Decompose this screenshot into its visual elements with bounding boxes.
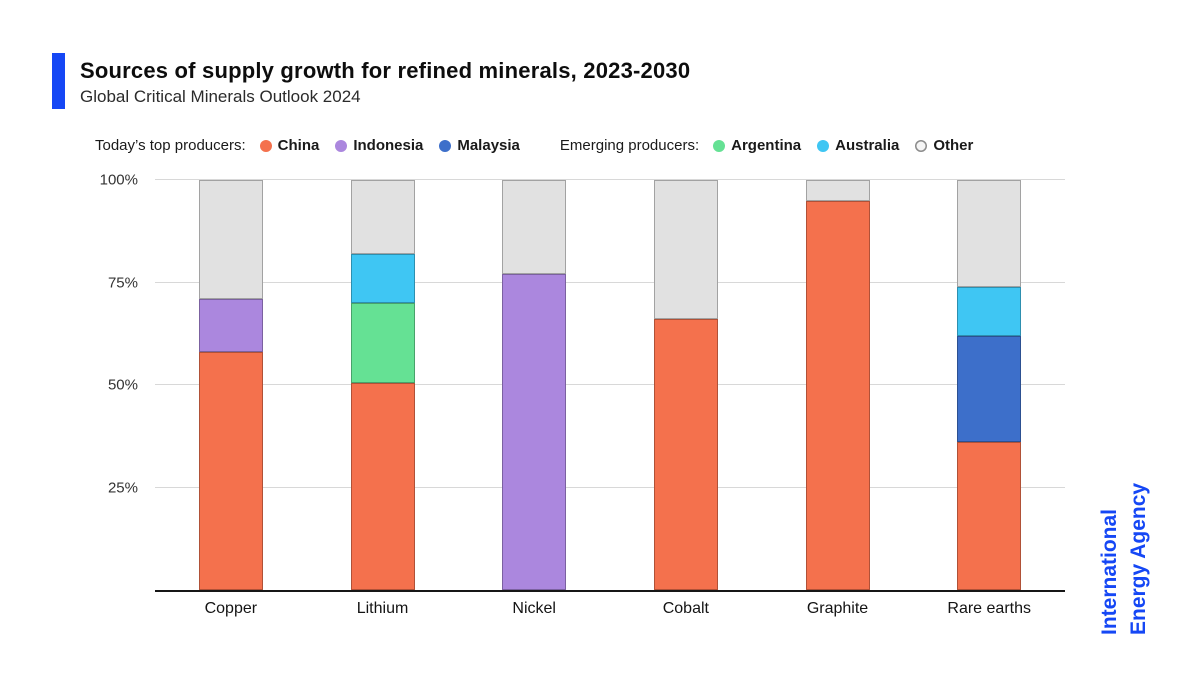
legend-item-australia: Australia <box>817 137 899 154</box>
y-tick-label: 50% <box>107 376 138 394</box>
bar-slot <box>913 180 1065 590</box>
legend-item-argentina: Argentina <box>713 137 801 154</box>
legend-dot <box>915 139 928 152</box>
category-label: Graphite <box>806 600 869 617</box>
legend-item-china: China <box>259 137 320 154</box>
legend-group-label: Today’s top producers: <box>95 137 246 154</box>
legend-label: Malaysia <box>457 137 520 154</box>
bar-graphite <box>805 180 870 590</box>
bar-segment-indonesia <box>502 274 567 590</box>
bar-slot <box>307 180 459 590</box>
bar-slot <box>155 180 307 590</box>
legend-item-indonesia: Indonesia <box>335 137 423 154</box>
y-tick-label: 25% <box>107 479 138 496</box>
legend-dot <box>439 139 452 152</box>
legend-item-malaysia: Malaysia <box>439 137 520 154</box>
bar-cobalt <box>653 180 718 590</box>
gridline <box>155 179 1065 180</box>
legend-label: Indonesia <box>353 137 424 154</box>
bar-segment-australia <box>350 253 415 304</box>
gridline <box>155 281 1065 283</box>
bar-copper <box>198 180 263 590</box>
title-accent-bar <box>52 53 65 109</box>
bar-slot <box>458 180 610 590</box>
bar-segment-china <box>957 442 1022 590</box>
bar-segment-other <box>957 180 1022 287</box>
bar-lithium <box>350 180 415 590</box>
bar-slot <box>762 180 914 590</box>
chart-subtitle: Global Critical Minerals Outlook 2024 <box>80 87 361 106</box>
bar-segment-other <box>805 180 870 201</box>
gridline <box>155 384 1065 385</box>
category-label: Cobalt <box>662 600 709 617</box>
bar-rare-earths <box>957 180 1022 590</box>
legend-label: Argentina <box>731 137 802 154</box>
bar-segment-china <box>653 319 718 590</box>
iea-logo: International Energy Agency <box>1095 435 1159 635</box>
bar-segment-malaysia <box>957 335 1022 443</box>
bar-segment-other <box>198 180 263 299</box>
chart-title: Sources of supply growth for refined min… <box>80 58 691 83</box>
bar-slot <box>610 180 762 590</box>
y-axis: 25% 50% 75% 100% <box>50 172 150 590</box>
y-tick-label: 100% <box>99 171 138 189</box>
category-label: Lithium <box>356 600 409 617</box>
gridline <box>155 486 1065 488</box>
bars <box>155 180 1065 590</box>
legend-dot <box>713 139 726 152</box>
bar-nickel <box>502 180 567 590</box>
y-tick-label: 75% <box>107 274 138 291</box>
legend-label: Australia <box>835 137 900 154</box>
bar-segment-other <box>653 180 718 320</box>
category-label: Rare earths <box>947 600 1031 617</box>
legend: Today’s top producers: China Indonesia Mala… <box>95 137 989 154</box>
bar-segment-china <box>805 200 870 590</box>
legend-label: China <box>277 137 320 154</box>
legend-label: Other <box>933 137 974 154</box>
bar-segment-other <box>502 180 567 275</box>
iea-logo-line1: International <box>1098 508 1121 635</box>
legend-dot <box>335 139 348 152</box>
bar-segment-indonesia <box>198 298 263 353</box>
legend-dot <box>817 139 830 152</box>
bar-segment-australia <box>957 286 1022 336</box>
category-label: Nickel <box>512 600 556 617</box>
bar-segment-china <box>350 382 415 590</box>
plot-area <box>155 179 1065 592</box>
bar-segment-china <box>198 352 263 590</box>
iea-logo-line2: Energy Agency <box>1127 482 1151 635</box>
category-labels: Copper Lithium Nickel Cobalt Graphite Rare ea… <box>155 600 1065 618</box>
category-label: Copper <box>204 600 258 617</box>
legend-item-other: Other <box>915 137 973 154</box>
legend-group-label: Emerging producers: <box>559 137 700 154</box>
bar-segment-other <box>350 180 415 254</box>
bar-segment-argentina <box>350 303 415 383</box>
legend-dot <box>259 139 272 152</box>
